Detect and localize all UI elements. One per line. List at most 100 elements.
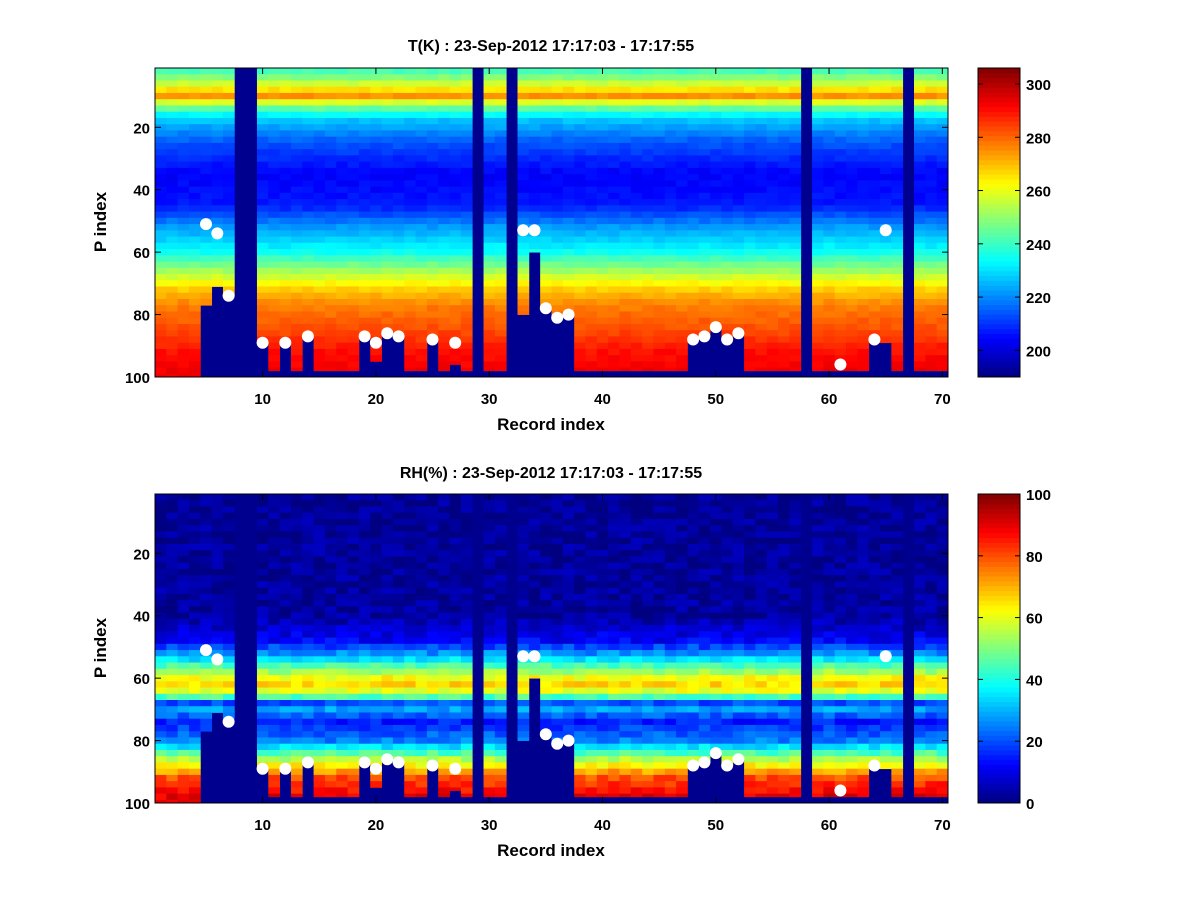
- heatmap-cell: [336, 224, 348, 231]
- heatmap-cell: [166, 756, 179, 763]
- heatmap-cell: [823, 149, 836, 156]
- heatmap-cell: [653, 230, 666, 237]
- heatmap-cell: [279, 311, 292, 319]
- heatmap-cell: [528, 155, 541, 163]
- heatmap-cell: [483, 693, 496, 701]
- heatmap-cell: [642, 292, 654, 300]
- heatmap-cell: [415, 675, 428, 682]
- heatmap-cell: [426, 587, 439, 595]
- heatmap-cell: [653, 174, 666, 181]
- heatmap-cell: [540, 92, 552, 100]
- heatmap-cell: [812, 274, 824, 281]
- heatmap-cell: [426, 80, 439, 88]
- heatmap-cell: [324, 242, 337, 250]
- heatmap-cell: [664, 311, 677, 319]
- heatmap-cell: [358, 525, 371, 532]
- heatmap-cell: [449, 687, 462, 695]
- heatmap-cell: [562, 618, 575, 626]
- heatmap-cell: [642, 242, 654, 250]
- heatmap-cell: [290, 712, 303, 720]
- heatmap-cell: [392, 68, 405, 75]
- heatmap-cell: [619, 643, 632, 651]
- heatmap-cell: [619, 518, 632, 526]
- heatmap-cell: [381, 656, 394, 663]
- heatmap-cell: [925, 161, 938, 169]
- heatmap-cell: [392, 612, 405, 620]
- heatmap-cell: [370, 317, 382, 325]
- heatmap-cell: [449, 681, 462, 688]
- heatmap-cell: [222, 174, 235, 181]
- heatmap-cell: [268, 261, 281, 269]
- heatmap-cell: [336, 267, 348, 275]
- heatmap-cell: [166, 211, 179, 219]
- heatmap-cell: [596, 255, 609, 262]
- heatmap-cell: [404, 575, 416, 582]
- heatmap-cell: [302, 637, 314, 645]
- heatmap-cell: [562, 575, 575, 582]
- heatmap-cell: [857, 92, 870, 100]
- heatmap-cell: [880, 192, 892, 200]
- heatmap-cell: [324, 180, 337, 187]
- heatmap-cell: [732, 305, 745, 312]
- temperature-x-label: Record index: [497, 415, 605, 434]
- heatmap-cell: [222, 86, 235, 94]
- heatmap-cell: [608, 618, 620, 626]
- heatmap-cell: [540, 136, 552, 144]
- heatmap-cell: [880, 236, 892, 244]
- heatmap-cell: [324, 525, 337, 532]
- heatmap-cell: [766, 211, 779, 219]
- heatmap-cell: [596, 706, 609, 713]
- heatmap-cell: [290, 743, 303, 751]
- heatmap-cell: [608, 292, 620, 300]
- heatmap-cell: [880, 74, 892, 81]
- heatmap-cell: [449, 274, 462, 281]
- heatmap-cell: [630, 161, 643, 169]
- heatmap-cell: [313, 124, 326, 131]
- heatmap-cell: [358, 142, 371, 150]
- heatmap-cell: [404, 793, 416, 798]
- heatmap-cell: [585, 706, 598, 713]
- heatmap-cell: [868, 305, 881, 312]
- heatmap-cell: [222, 161, 235, 169]
- heatmap-cell: [698, 105, 711, 113]
- heatmap-cell: [211, 274, 224, 281]
- heatmap-cell: [494, 587, 507, 595]
- heatmap-cell: [868, 199, 881, 206]
- heatmap-cell: [381, 149, 394, 156]
- heatmap-cell: [551, 668, 564, 676]
- heatmap-cell: [483, 600, 496, 607]
- heatmap-cell: [426, 625, 439, 632]
- heatmap-cell: [483, 111, 496, 119]
- heatmap-cell: [155, 787, 167, 795]
- heatmap-cell: [517, 687, 530, 695]
- heatmap-cell: [823, 236, 836, 244]
- heatmap-cell: [256, 724, 269, 732]
- heatmap-cell: [302, 537, 314, 545]
- heatmap-cell: [868, 86, 881, 94]
- heatmap-cell: [460, 249, 473, 256]
- heatmap-cell: [755, 136, 768, 144]
- heatmap-cell: [483, 361, 496, 369]
- heatmap-cell: [370, 687, 382, 695]
- heatmap-cell: [438, 693, 450, 701]
- heatmap-cell: [698, 186, 711, 194]
- heatmap-cell: [528, 494, 541, 501]
- heatmap-cell: [868, 311, 881, 319]
- heatmap-cell: [483, 687, 496, 695]
- heatmap-cell: [268, 286, 281, 294]
- heatmap-cell: [868, 136, 881, 144]
- heatmap-cell: [426, 330, 439, 337]
- heatmap-cell: [721, 242, 734, 250]
- heatmap-cell: [823, 167, 836, 175]
- heatmap-cell: [562, 512, 575, 520]
- heatmap-cell: [347, 668, 360, 676]
- heatmap-cell: [268, 606, 281, 613]
- heatmap-cell: [585, 562, 598, 570]
- heatmap-cell: [177, 731, 190, 738]
- heatmap-cell: [290, 192, 303, 200]
- heatmap-cell: [381, 537, 394, 545]
- heatmap-cell: [358, 161, 371, 169]
- heatmap-cell: [211, 242, 224, 250]
- heatmap-cell: [812, 192, 824, 200]
- heatmap-cell: [370, 512, 382, 520]
